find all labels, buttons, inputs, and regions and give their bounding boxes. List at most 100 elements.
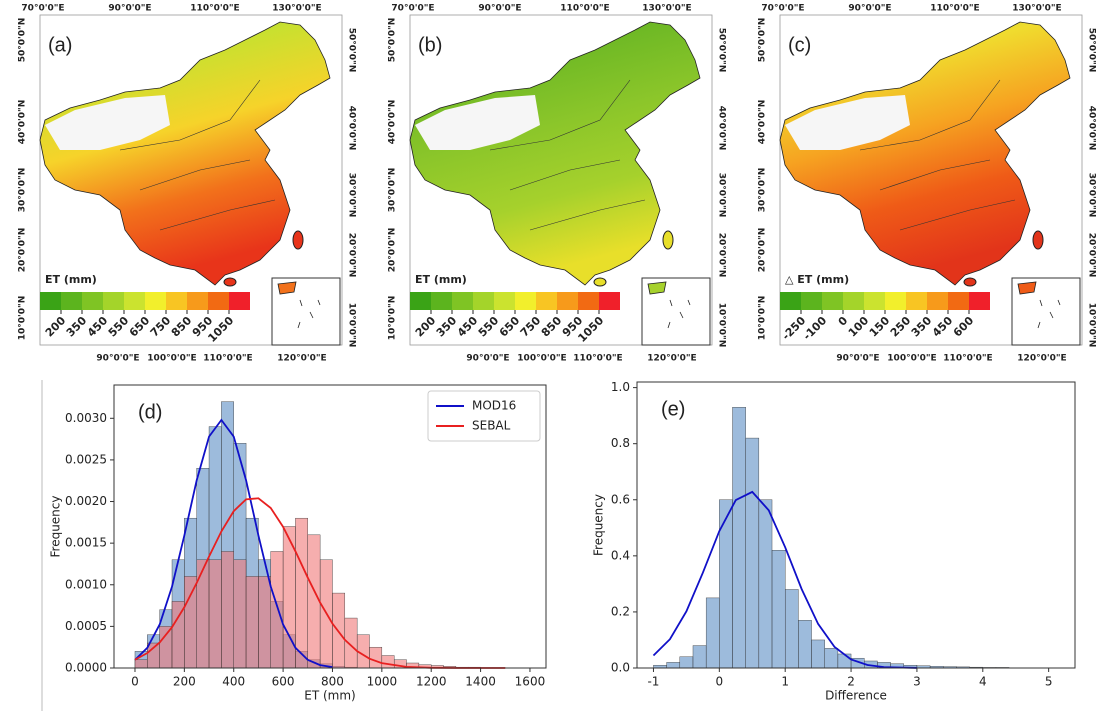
colorbar-label: △ ET (mm): [785, 273, 849, 286]
y-tick-label: 0.0: [611, 661, 630, 675]
lat-label: 30°0'0"N: [18, 168, 28, 213]
fit-curve: [652, 490, 917, 669]
histogram-bar: [811, 639, 825, 669]
histogram-bar: [679, 656, 694, 669]
lon-label: 70°0'0"E: [391, 4, 434, 14]
colorbar-tick-label: 250: [888, 314, 914, 340]
colorbar-box: [187, 292, 208, 310]
colorbar-tick-label: 750: [148, 314, 174, 340]
colorbar-tick-label: 450: [930, 314, 956, 340]
lon-label: 100°0'0"E: [147, 354, 196, 364]
colorbar-box: [166, 292, 187, 310]
lat-label: 40°0'0"N: [347, 106, 357, 151]
x-tick-label: 0: [716, 675, 724, 689]
colorbar-tick-label: 350: [434, 314, 460, 340]
lat-label: 50°0'0"N: [758, 18, 768, 63]
panel-label: (a): [48, 34, 72, 56]
colorbar-box: [969, 292, 990, 310]
y-tick-label: 0.0030: [65, 411, 107, 425]
colorbar-box: [864, 292, 885, 310]
histogram-bar: [692, 645, 707, 669]
colorbar-box: [843, 292, 864, 310]
fit-curve: [134, 418, 333, 669]
colorbar-box: [515, 292, 536, 310]
lat-label: 20°0'0"N: [1087, 233, 1097, 278]
y-tick-label: 0.0025: [65, 452, 107, 466]
lat-label: 10°0'0"N: [347, 303, 357, 348]
histogram-bar: [784, 589, 799, 669]
lon-label: 70°0'0"E: [21, 4, 64, 14]
lat-label: 50°0'0"N: [388, 18, 398, 63]
colorbar-tick-label: 550: [106, 314, 132, 340]
colorbar-tick-label: 850: [169, 314, 195, 340]
lat-label: 20°0'0"N: [18, 228, 28, 273]
x-tick-label: 5: [1045, 675, 1053, 689]
panel-label: (b): [418, 34, 442, 56]
histogram-bar: [837, 653, 852, 669]
province-lines: [489, 79, 646, 231]
y-axis-label: Frequency: [49, 496, 63, 558]
lat-label: 30°0'0"N: [1087, 173, 1097, 218]
lon-label: 90°0'0"E: [848, 4, 891, 14]
lat-label: 50°0'0"N: [18, 18, 28, 63]
lon-label: 120°0'0"E: [1017, 354, 1066, 364]
colorbar-tick-label: 750: [518, 314, 544, 340]
map-frame: [39, 14, 343, 346]
lat-label: 50°0'0"N: [717, 28, 727, 73]
colorbar-box: [536, 292, 557, 310]
lat-label: 40°0'0"N: [1087, 106, 1097, 151]
colorbar-box: [229, 292, 250, 310]
lon-label: 90°0'0"E: [836, 354, 879, 364]
island: [1032, 230, 1044, 250]
lat-label: 10°0'0"N: [18, 296, 28, 341]
lon-label: 110°0'0"E: [930, 4, 979, 14]
colorbar-label: ET (mm): [45, 273, 97, 286]
colorbar-tick-label: 650: [127, 314, 153, 340]
histogram-bar: [732, 407, 746, 669]
colorbar-box: [801, 292, 822, 310]
histogram-bar: [295, 517, 308, 669]
histogram-bar: [381, 655, 395, 669]
histogram-bar: [771, 550, 786, 669]
desert-area: [45, 95, 170, 150]
lat-label: 40°0'0"N: [717, 106, 727, 151]
lat-label: 50°0'0"N: [1087, 28, 1097, 73]
lon-label: 130°0'0"E: [272, 4, 321, 14]
panel-label: (c): [788, 34, 811, 56]
y-tick-label: 0.0015: [65, 536, 107, 550]
colorbar-box: [82, 292, 103, 310]
lon-label: 120°0'0"E: [277, 354, 326, 364]
histogram-bar: [719, 499, 733, 669]
histogram-bar: [369, 646, 383, 669]
histogram-bar: [233, 559, 247, 669]
y-tick-label: 1.0: [611, 380, 630, 394]
desert-area: [415, 95, 540, 150]
legend-label: SEBAL: [472, 419, 511, 433]
colorbar-box: [494, 292, 515, 310]
colorbar-box: [124, 292, 145, 310]
colorbar-box: [103, 292, 124, 310]
colorbar-tick-label: 850: [539, 314, 565, 340]
colorbar-box: [578, 292, 599, 310]
histogram-bar: [307, 534, 321, 669]
colorbar-tick-label: 100: [846, 314, 872, 340]
colorbar-box: [927, 292, 948, 310]
x-tick-label: 600: [272, 675, 295, 689]
x-tick-label: 1: [781, 675, 789, 689]
colorbar-tick-label: 450: [85, 314, 111, 340]
x-tick-label: 2: [847, 675, 855, 689]
histogram-bar: [270, 551, 284, 669]
lat-label: 50°0'0"N: [347, 28, 357, 73]
histogram-bar: [344, 617, 358, 669]
x-tick-label: 1400: [465, 675, 496, 689]
colorbar-tick-label: 600: [951, 314, 977, 340]
lat-label: 40°0'0"N: [18, 100, 28, 145]
colorbar-box: [822, 292, 843, 310]
histogram-bar: [798, 620, 812, 669]
x-tick-label: 4: [979, 675, 987, 689]
inset-islands: [647, 281, 691, 329]
map-panel: (a) 70°0'0"E 90°0'0"E 110°0'0"E 130°0'0"E 90°…: [18, 4, 357, 364]
y-tick-label: 0.0010: [65, 577, 107, 591]
map-panel: (b) 70°0'0"E 90°0'0"E 110°0'0"E 130°0'0"E 90°…: [388, 4, 727, 364]
colorbar-box: [208, 292, 229, 310]
